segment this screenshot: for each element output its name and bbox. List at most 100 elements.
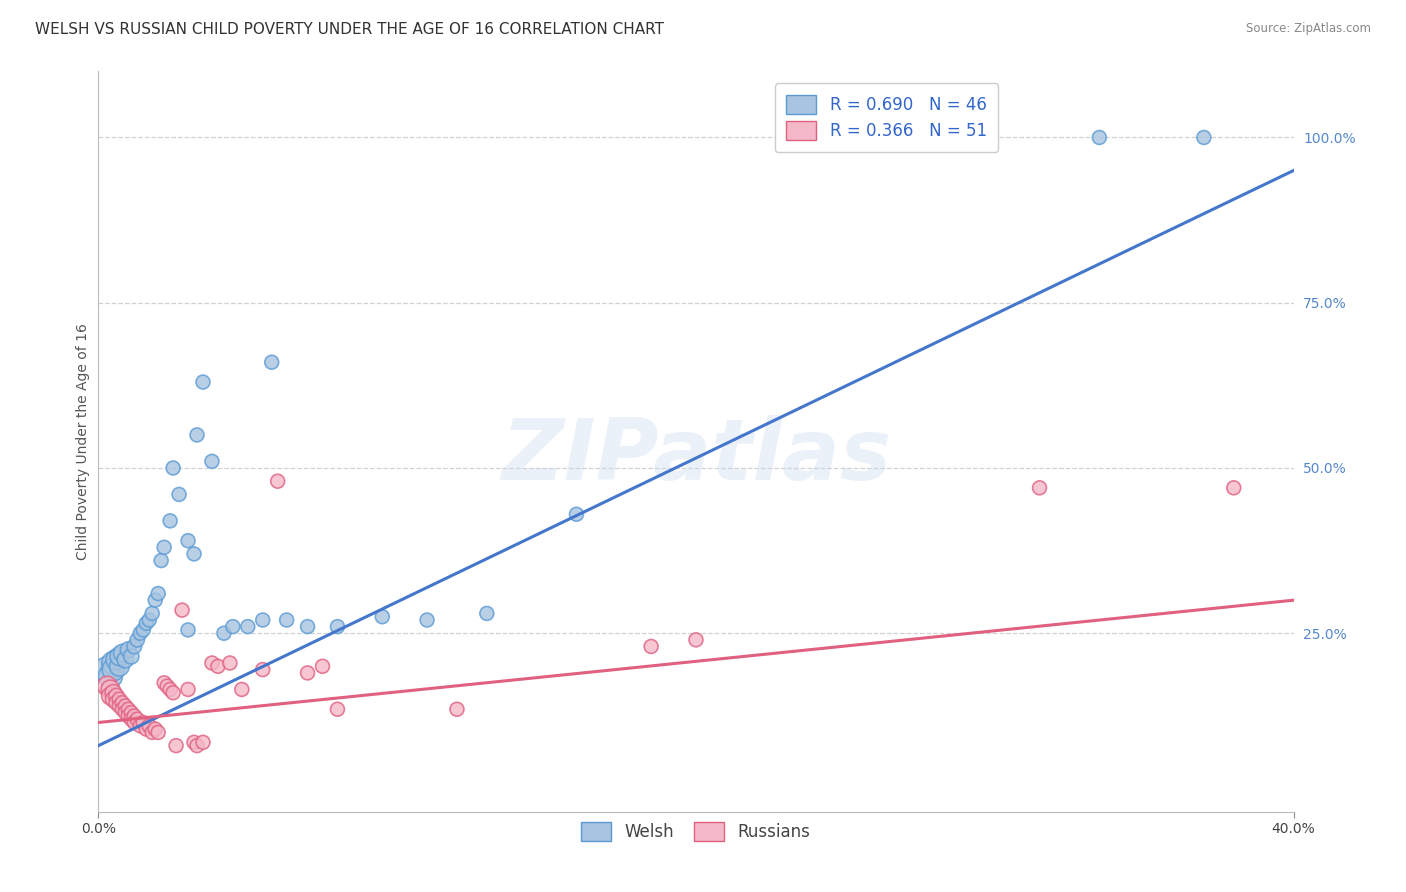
Point bbox=[252, 663, 274, 677]
Point bbox=[1028, 481, 1050, 495]
Point bbox=[252, 613, 274, 627]
Point bbox=[127, 712, 149, 726]
Point bbox=[165, 739, 187, 753]
Point bbox=[685, 632, 707, 647]
Point bbox=[108, 649, 131, 664]
Text: WELSH VS RUSSIAN CHILD POVERTY UNDER THE AGE OF 16 CORRELATION CHART: WELSH VS RUSSIAN CHILD POVERTY UNDER THE… bbox=[35, 22, 664, 37]
Point bbox=[297, 665, 319, 680]
Point bbox=[162, 461, 184, 475]
Point bbox=[98, 682, 122, 697]
Point bbox=[108, 659, 131, 673]
Point bbox=[191, 375, 214, 389]
Text: ZIPatlas: ZIPatlas bbox=[501, 415, 891, 498]
Point bbox=[111, 696, 134, 710]
Point bbox=[153, 541, 176, 555]
Point bbox=[138, 613, 160, 627]
Point bbox=[105, 696, 128, 710]
Point bbox=[212, 626, 235, 640]
Point bbox=[183, 547, 205, 561]
Point bbox=[236, 620, 259, 634]
Point bbox=[105, 689, 128, 703]
Point bbox=[156, 679, 179, 693]
Point bbox=[138, 719, 160, 733]
Point bbox=[129, 626, 152, 640]
Point bbox=[150, 553, 173, 567]
Point bbox=[124, 709, 146, 723]
Point bbox=[162, 686, 184, 700]
Point bbox=[969, 130, 991, 145]
Point bbox=[267, 474, 290, 488]
Point bbox=[108, 698, 131, 713]
Point bbox=[105, 653, 128, 667]
Point bbox=[640, 640, 662, 654]
Point bbox=[326, 620, 349, 634]
Point bbox=[297, 620, 319, 634]
Point bbox=[141, 725, 163, 739]
Point bbox=[132, 623, 155, 637]
Point bbox=[132, 715, 155, 730]
Point bbox=[141, 607, 163, 621]
Point bbox=[475, 607, 498, 621]
Point bbox=[114, 706, 136, 720]
Point bbox=[108, 692, 131, 706]
Point bbox=[1088, 130, 1111, 145]
Point bbox=[120, 706, 142, 720]
Point bbox=[186, 739, 208, 753]
Point bbox=[231, 682, 253, 697]
Y-axis label: Child Poverty Under the Age of 16: Child Poverty Under the Age of 16 bbox=[76, 323, 90, 560]
Point bbox=[207, 659, 229, 673]
Point bbox=[129, 719, 152, 733]
Point bbox=[143, 722, 166, 736]
Point bbox=[114, 698, 136, 713]
Point bbox=[103, 686, 125, 700]
Point bbox=[201, 454, 224, 468]
Point bbox=[222, 620, 245, 634]
Point bbox=[114, 653, 136, 667]
Point bbox=[148, 586, 170, 600]
Point bbox=[148, 725, 170, 739]
Point bbox=[103, 663, 125, 677]
Point bbox=[159, 682, 181, 697]
Point bbox=[371, 609, 394, 624]
Point bbox=[98, 689, 122, 703]
Point bbox=[120, 712, 142, 726]
Text: Source: ZipAtlas.com: Source: ZipAtlas.com bbox=[1246, 22, 1371, 36]
Point bbox=[177, 623, 200, 637]
Point bbox=[172, 603, 194, 617]
Point bbox=[565, 508, 588, 522]
Point bbox=[260, 355, 283, 369]
Point bbox=[159, 514, 181, 528]
Point bbox=[124, 715, 146, 730]
Point bbox=[1223, 481, 1246, 495]
Point bbox=[103, 656, 125, 670]
Point bbox=[201, 656, 224, 670]
Point bbox=[135, 722, 157, 736]
Point bbox=[183, 735, 205, 749]
Point bbox=[326, 702, 349, 716]
Point bbox=[120, 649, 142, 664]
Point bbox=[98, 669, 122, 683]
Point bbox=[127, 632, 149, 647]
Point bbox=[124, 640, 146, 654]
Point bbox=[311, 659, 333, 673]
Point bbox=[111, 646, 134, 660]
Point bbox=[111, 702, 134, 716]
Point bbox=[446, 702, 468, 716]
Point bbox=[186, 428, 208, 442]
Point bbox=[117, 702, 139, 716]
Point bbox=[103, 692, 125, 706]
Point bbox=[117, 709, 139, 723]
Point bbox=[177, 682, 200, 697]
Point bbox=[276, 613, 298, 627]
Point bbox=[135, 616, 157, 631]
Point bbox=[191, 735, 214, 749]
Point bbox=[117, 642, 139, 657]
Point bbox=[219, 656, 242, 670]
Point bbox=[143, 593, 166, 607]
Point bbox=[177, 533, 200, 548]
Point bbox=[153, 675, 176, 690]
Point bbox=[96, 663, 118, 677]
Legend: Welsh, Russians: Welsh, Russians bbox=[575, 815, 817, 847]
Point bbox=[96, 679, 118, 693]
Point bbox=[1192, 130, 1215, 145]
